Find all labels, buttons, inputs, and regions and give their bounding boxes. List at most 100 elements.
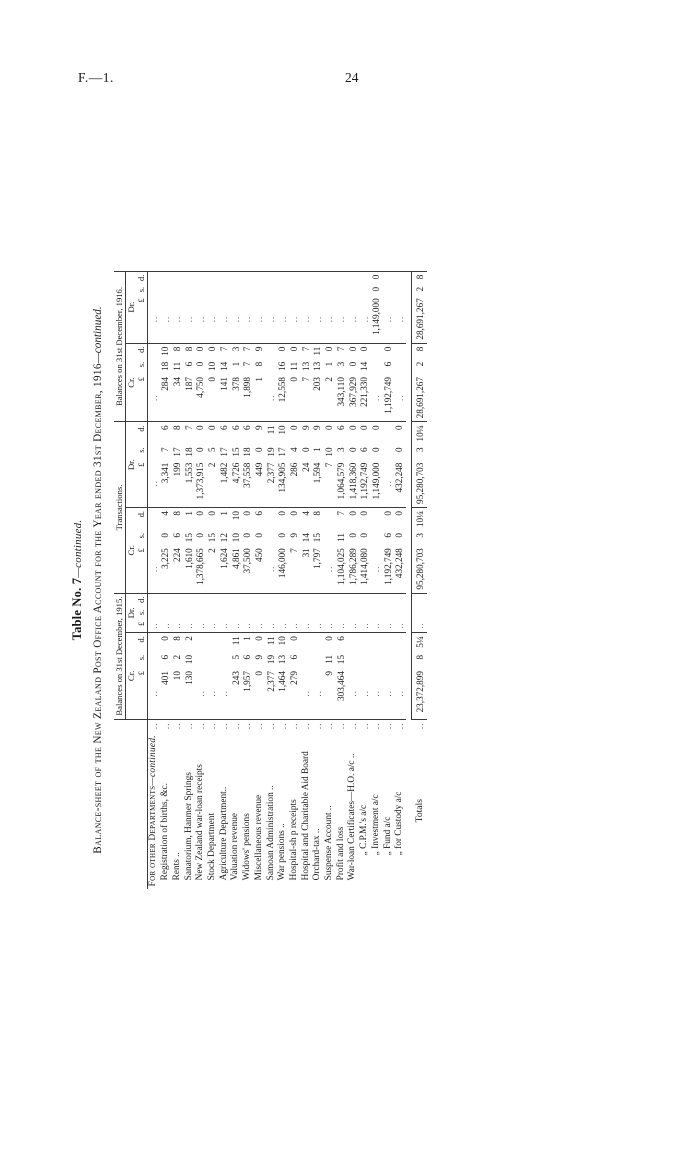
table-row[interactable]: Orchard-tax ........ 1,797 15 8 1,594 1 9 203 13… (312, 271, 325, 889)
totals-bal15-dr-s (411, 606, 427, 619)
row-14-tr-cr-pound: .. (324, 545, 336, 594)
row-14-bal16-cr-s: 1 (324, 361, 335, 367)
table-row[interactable]: Rents .... 10 2 8.. 224 6 8 199 17 8 34 11 8.. (171, 271, 184, 889)
row-14-bal16-cr-pound: 2 (324, 374, 336, 422)
row-4-bal15-dr-d (207, 593, 219, 607)
row-15-tr-dr-d: 6 (335, 425, 346, 430)
table-subtitle-text: Balance-sheet of the New Zealand Post Of… (92, 363, 104, 854)
row-10-tr-dr-s: 17 (277, 447, 288, 457)
row-dots: .. (382, 722, 393, 730)
row-8-tr-cr-d: 6 (253, 510, 264, 516)
row-6-bal15-cr-d: 11 (230, 636, 241, 646)
row-dots: .. (347, 722, 358, 730)
row-7-tr-dr-s: 18 (242, 447, 253, 457)
lsd-pound-3: £ (136, 545, 148, 594)
table-row[interactable]: Miscellaneous revenue.. 0 9 0.. 450 0 6 449 0 9 1 8… (253, 271, 266, 889)
totals-bal15-cr-s: 8 (411, 651, 427, 669)
row-10-bal15-cr-pound: 1,464 (277, 668, 289, 720)
row-19-bal16-cr-pound: 1,192,749 (382, 374, 395, 422)
section-blank-0-pound: .. (147, 668, 161, 720)
row-18-bal15-dr-d (371, 593, 383, 607)
table-row[interactable]: Hospital and Charitable Aid Board...... 3… (300, 271, 313, 889)
row-3-bal16-dr-d (195, 271, 207, 284)
row-4-bal15-dr-pound: .. (207, 618, 219, 633)
row-7-tr-cr-pound: 37,500 (242, 545, 254, 594)
row-1-bal16-dr-d (171, 271, 184, 284)
totals-bal15-cr-pound: 23,372,899 (411, 668, 427, 720)
row-label: Agriculture Department.. (218, 786, 229, 881)
row-15-bal15-dr-d (336, 593, 348, 607)
table-row[interactable]: Sanatorium, Hanmer Springs.. 130 10 2.. 1,61… (183, 271, 196, 889)
row-17-bal16-cr-d: 0 (359, 346, 370, 352)
table-row[interactable]: Valuation revenue.. 243 5 11.. 4,861 10 10 4,72… (230, 271, 243, 889)
section-blank-5-pound: .. (147, 295, 161, 344)
table-row[interactable]: Registration of births, &c... 401 6 0.. 3,22… (160, 271, 172, 889)
section-blank-0-d (148, 633, 160, 652)
row-15-tr-cr-d: 7 (335, 510, 346, 516)
row-0-bal15-dr-s (160, 607, 172, 619)
table-row[interactable]: „ C.P.M.'s a/c...... 1,414,080 0 0 1,192,749… (359, 271, 371, 889)
section-blank-3-pound: .. (147, 459, 161, 508)
table-caption: Table No. 7—continued. (70, 60, 85, 1100)
row-4-tr-cr-pound: 2 (207, 545, 219, 594)
row-dots: .. (289, 722, 300, 730)
table-row[interactable]: „ Investment a/c........ 1,149,000 0 0.. 1,1… (370, 271, 383, 889)
row-9-bal15-cr-d: 11 (265, 636, 276, 646)
row-14-bal15-cr-pound: 9 (324, 668, 336, 720)
row-5-bal15-cr-d (219, 633, 231, 652)
row-0-bal16-dr-pound: .. (160, 295, 172, 344)
row-2-bal16-cr-d: 8 (183, 346, 194, 352)
table-row[interactable]: Stock Department...... 2 15 0 2 5 0 0 10 0.. (207, 271, 219, 889)
row-19-bal15-dr-s (383, 607, 395, 619)
table-row[interactable]: Suspense Account .... 9 11 0.... 7 10 0 2 1 0.. (324, 271, 336, 889)
table-row[interactable]: New Zealand war-loan receipts...... 1,378… (195, 271, 207, 889)
row-2-tr-dr-d: 7 (183, 425, 194, 430)
row-17-bal15-dr-pound: .. (359, 618, 371, 633)
row-18-bal16-dr-pound: 1,149,000 (370, 295, 383, 344)
table-row[interactable]: War pensions .... 1,464 13 10.. 146,000 0 0 134… (277, 271, 289, 889)
table-row[interactable]: Profit and loss.. 303,464 15 6.. 1,104,025 11… (335, 271, 348, 889)
table-row[interactable]: Agriculture Department........ 1,624 12 1 1,… (218, 271, 231, 889)
row-9-bal16-cr-s (266, 359, 278, 374)
table-row[interactable]: Widows' pensions.. 1,957 6 1.. 37,500 0 0 37,55… (242, 271, 254, 889)
row-6-tr-cr-pound: 4,861 (230, 545, 243, 594)
row-0-tr-cr-d: 4 (160, 510, 171, 516)
row-4-bal16-dr-pound: .. (207, 295, 219, 344)
row-9-tr-cr-s (266, 530, 278, 545)
row-15-tr-dr-pound: 1,064,579 (335, 459, 348, 508)
row-label: Widows' pensions (242, 813, 253, 881)
row-0-bal16-cr-d: 10 (160, 346, 171, 356)
lsd-d-3: d. (136, 507, 148, 531)
row-12-bal16-cr-pound: 7 (300, 374, 313, 422)
row-4-tr-dr-pound: 2 (207, 459, 219, 508)
row-14-bal16-dr-d (324, 271, 336, 284)
row-14-tr-dr-pound: 7 (324, 459, 336, 508)
row-4-bal15-cr-d (207, 633, 219, 652)
row-13-tr-cr-pound: 1,797 (312, 545, 325, 594)
row-20-bal16-cr-pound: .. (394, 374, 406, 422)
row-20-bal16-dr-pound: .. (394, 295, 406, 344)
table-row[interactable]: „ Fund a/c...... 1,192,749 6 0.. 1,192,749 6 0… (382, 271, 395, 889)
section-blank-1-d (148, 593, 160, 607)
row-1-bal16-dr-s (172, 284, 184, 295)
row-10-bal16-cr-d: 0 (277, 346, 288, 352)
row-17-bal16-dr-pound: .. (359, 295, 371, 344)
totals-tr-cr-pound: 95,280,703 (411, 545, 427, 594)
row-12-bal16-cr-s: 13 (300, 361, 311, 372)
table-row[interactable]: Samoan Administration .... 2,377 19 11.... 2… (265, 271, 278, 889)
row-16-tr-cr-s: 0 (347, 533, 358, 538)
row-dots: .. (312, 722, 323, 730)
row-7-bal16-cr-s: 7 (242, 361, 253, 367)
table-row[interactable]: War-loan Certificates—H.O. a/c ........ 1… (347, 271, 360, 889)
row-8-tr-dr-d: 9 (253, 425, 264, 430)
rotated-table-sheet: Table No. 7—continued. Balance-sheet of … (70, 60, 630, 1100)
row-12-bal16-dr-s (301, 284, 313, 295)
row-11-bal16-cr-s: 11 (289, 361, 300, 371)
table-row[interactable]: „ for Custody a/c...... 432,248 0 0 432,248 0… (394, 271, 406, 889)
section-heading-dots: .. (148, 722, 159, 730)
row-10-tr-dr-pound: 134,905 (277, 459, 289, 508)
row-9-tr-dr-s: 19 (265, 447, 276, 457)
row-19-bal16-cr-d: 0 (382, 346, 393, 352)
table-row[interactable]: Hospital-sh p receipts.. 279 6 0.. 7 9 0 286 4 0 0… (288, 271, 301, 889)
row-11-bal15-cr-d: 0 (289, 636, 300, 641)
